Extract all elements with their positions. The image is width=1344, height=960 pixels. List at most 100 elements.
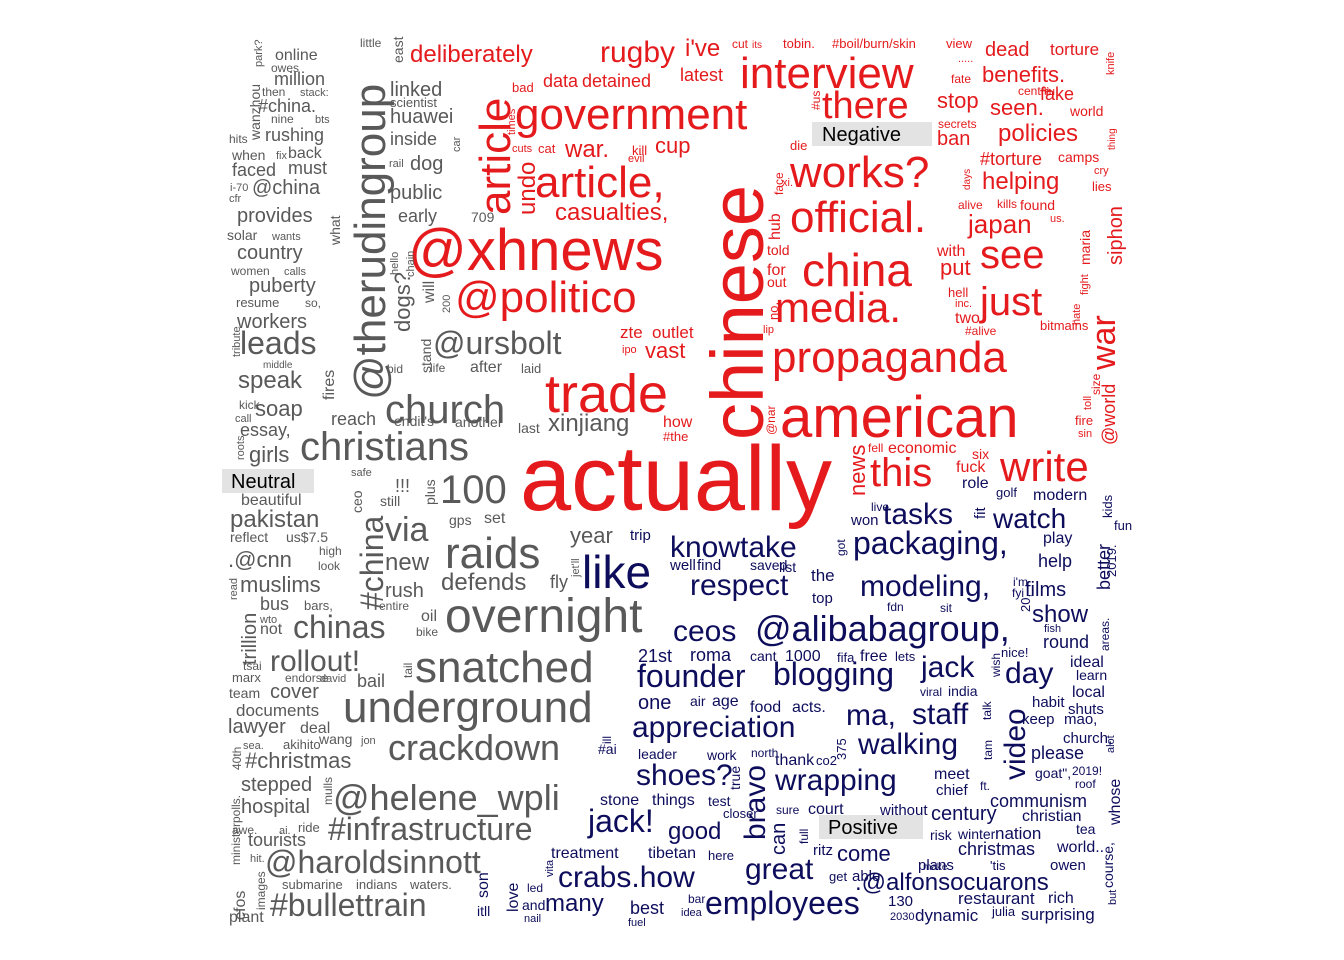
negative-word-fire: fire	[1075, 413, 1093, 428]
neutral-word-high: high	[319, 544, 342, 558]
negative-word-news: news	[845, 445, 870, 496]
neutral-word-team: team	[229, 685, 260, 701]
positive-word-please: please	[1031, 743, 1084, 763]
negative-word-detained: detained	[582, 71, 651, 91]
positive-word-church: church,	[1063, 730, 1112, 747]
neutral-word-akihito: akihito	[283, 737, 321, 752]
positive-word-acts: acts.	[792, 699, 826, 716]
negative-word-bad: bad	[512, 80, 534, 95]
negative-word-put: put	[940, 255, 971, 280]
neutral-label-box	[222, 469, 314, 493]
negative-word-xhnews: @xhnews	[408, 218, 664, 283]
positive-word-india: india	[948, 683, 978, 699]
positive-word-tea: tea	[1076, 821, 1096, 837]
neutral-word-reflect: reflect	[230, 529, 268, 545]
negative-label: Negative	[812, 122, 932, 146]
negative-word-tobin: tobin.	[783, 36, 815, 51]
neutral-word-40th: 40th	[230, 747, 244, 770]
negative-word-latest: latest	[680, 65, 723, 85]
neutral-word-david: david	[320, 673, 346, 685]
negative-word-for: for	[767, 262, 786, 279]
negative-word-six: six	[972, 446, 989, 462]
neutral-word-essay: essay,	[240, 420, 291, 440]
negative-word-maria: maria	[1077, 230, 1093, 265]
positive-word-love: love	[505, 883, 522, 912]
negative-word-stop: stop	[937, 88, 979, 113]
positive-word-21st: 21st	[638, 646, 672, 666]
positive-label-text: Positive	[828, 817, 898, 839]
neutral-word-christians: christians	[300, 425, 469, 469]
negative-word-cup: cup	[655, 133, 690, 158]
neutral-word-wto: wto	[259, 614, 277, 626]
positive-word-employees: employees	[705, 885, 860, 921]
positive-word-tam: tam	[981, 740, 995, 760]
neutral-word-bus: bus	[260, 594, 289, 614]
positive-word-ill: ill	[600, 736, 614, 744]
neutral-word-images: images	[254, 871, 268, 910]
negative-word-how: how	[663, 414, 693, 431]
negative-word-undo: undo	[514, 162, 541, 215]
positive-word-jack: jack!	[587, 803, 654, 839]
positive-word-get: get	[829, 869, 847, 884]
neutral-word-200: 200	[441, 295, 453, 313]
negative-word-told: told	[767, 242, 790, 258]
neutral-word-muslims: muslims	[240, 572, 321, 597]
positive-word-jack: jack	[920, 651, 975, 684]
negative-word-view: view	[946, 36, 973, 51]
neutral-word-raids: raids	[445, 529, 540, 578]
neutral-word-ursbolt: @ursbolt	[433, 325, 562, 361]
positive-word-fdn: fdn	[887, 600, 904, 614]
neutral-word-hospital: hospital	[241, 796, 310, 818]
neutral-word-wang: wang	[318, 731, 352, 747]
positive-word-find: find	[697, 557, 721, 574]
neutral-word-stack: stack:	[300, 87, 329, 99]
positive-word-restaurant: restaurant	[958, 889, 1035, 908]
negative-word-fight: fight	[1079, 274, 1091, 295]
neutral-word-709: 709	[471, 209, 495, 225]
neutral-word-look: look	[318, 559, 341, 573]
neutral-word-east: east	[390, 36, 406, 63]
negative-word-casualties: casualties,	[555, 199, 668, 226]
neutral-word-after: after	[470, 359, 503, 376]
neutral-word-leads: leads	[240, 325, 317, 361]
neutral-word-bullettrain: #bullettrain	[270, 887, 427, 923]
negative-word-bitmains: bitmains	[1040, 318, 1089, 333]
neutral-word-mulls: mulls	[321, 777, 335, 805]
positive-word-appreciation: appreciation	[632, 711, 795, 744]
positive-word-risk: risk	[930, 827, 953, 843]
positive-word-the: the	[811, 566, 835, 585]
negative-word-japan: japan	[967, 209, 1032, 239]
negative-word-cuts: cuts	[512, 143, 533, 155]
neutral-word-last: last	[518, 420, 540, 436]
neutral-word-bars: bars,	[304, 598, 333, 613]
neutral-word-public: public	[390, 182, 442, 204]
negative-word-torture: torture	[1050, 40, 1099, 59]
negative-word-world: world	[1069, 103, 1103, 119]
neutral-word-cnn: .@cnn	[228, 547, 292, 572]
negative-word-the: #the	[663, 429, 688, 444]
negative-word-deliberately: deliberately	[410, 41, 533, 68]
positive-word-good: good	[668, 818, 721, 845]
positive-word-i-m: i'm	[1013, 575, 1028, 589]
neutral-word-lawyer: lawyer	[228, 716, 286, 738]
negative-word-helping: helping	[982, 168, 1059, 195]
negative-word-fell: fell	[868, 441, 883, 455]
neutral-word-rush: rush	[385, 580, 424, 602]
neutral-word-will: will	[421, 281, 438, 304]
neutral-word-speak: speak	[238, 367, 303, 394]
negative-word-seen: seen.	[990, 95, 1044, 120]
neutral-word-faced: faced	[232, 160, 276, 180]
positive-word-winter: winter	[957, 826, 996, 842]
negative-word-lies: lies	[1092, 179, 1112, 194]
neutral-word-dogs: dogs?	[390, 272, 415, 332]
positive-word-christian: christian	[1022, 808, 1082, 825]
positive-word-air: air	[690, 693, 706, 709]
neutral-word-documents: documents	[236, 701, 319, 720]
negative-word-world: @world	[1099, 384, 1119, 445]
positive-word-true: true	[727, 766, 743, 790]
positive-word-learn: learn	[1076, 667, 1107, 683]
neutral-word-word-96: !!!	[395, 476, 410, 496]
negative-word-nar: @nar	[764, 405, 778, 435]
neutral-word-country: country	[237, 242, 303, 264]
positive-word-ma: ma,	[846, 699, 896, 732]
